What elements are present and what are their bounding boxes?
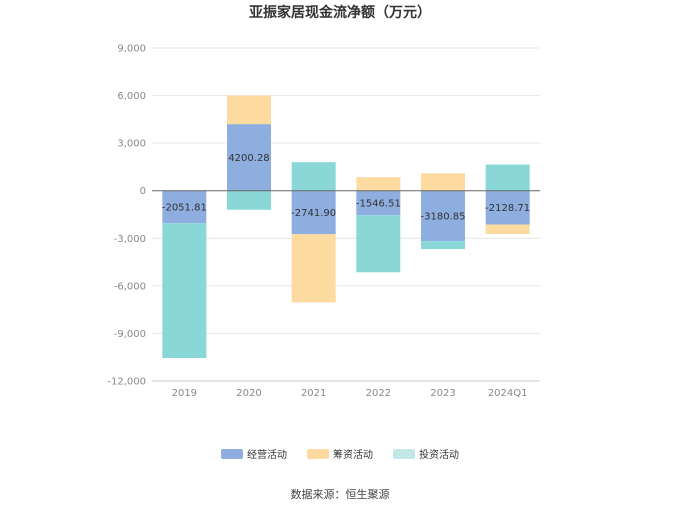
bar-segment-2	[356, 215, 401, 273]
legend-label-financing: 筹资活动	[333, 450, 373, 461]
y-tick-label: -12,000	[107, 377, 146, 388]
x-tick-label: 2019	[172, 388, 197, 399]
bar-layer	[162, 95, 530, 359]
y-tick-label: -9,000	[114, 329, 146, 340]
legend-swatch-financing	[307, 448, 329, 459]
bar-segment-0	[421, 190, 465, 242]
bar-segment-1	[356, 177, 401, 191]
bar-segment-2	[227, 190, 271, 210]
bar-segment-0	[485, 190, 530, 225]
bar-segment-1	[485, 224, 530, 234]
legend-label-operating: 经营活动	[247, 450, 287, 461]
source-note: 数据来源：恒生聚源	[290, 488, 390, 501]
x-tick-label: 2024Q1	[488, 388, 528, 399]
x-tick-label: 2021	[301, 388, 326, 399]
chart-plot: 9,000 6,000 3,000 0 -3,000 -6,000 -9,000 -12,00…	[107, 44, 540, 399]
grid-layer	[152, 47, 540, 382]
y-tick-label: 9,000	[117, 44, 146, 55]
bar-segment-1	[291, 234, 336, 303]
legend-item-operating[interactable]: 经营活动	[221, 446, 287, 461]
legend-label-investing: 投资活动	[419, 450, 459, 461]
bar-segment-1	[421, 173, 465, 191]
legend-swatch-investing	[393, 448, 415, 459]
legend: 经营活动 筹资活动 投资活动	[0, 446, 680, 461]
y-tick-label: 0	[140, 186, 146, 197]
data-label: 4200.28	[228, 153, 269, 164]
y-tick-label: 3,000	[117, 139, 146, 150]
bar-segment-2	[162, 223, 207, 359]
x-tick-label: 2022	[366, 388, 391, 399]
legend-item-financing[interactable]: 筹资活动	[307, 446, 373, 461]
y-tick-label: 6,000	[117, 91, 146, 102]
legend-item-investing[interactable]: 投资活动	[393, 446, 459, 461]
bar-segment-2	[485, 164, 530, 191]
x-tick-label: 2023	[430, 388, 455, 399]
data-label: -2128.71	[485, 203, 530, 214]
chart-title: 亚振家居现金流净额（万元）	[249, 5, 431, 21]
bar-segment-0	[291, 190, 336, 235]
legend-swatch-operating	[221, 448, 243, 459]
data-label: -2051.81	[162, 202, 207, 213]
bar-segment-2	[421, 241, 465, 250]
bar-segment-0	[227, 124, 271, 191]
y-tick-label: -3,000	[114, 234, 146, 245]
data-label: -3180.85	[421, 211, 466, 222]
data-label: -2741.90	[291, 208, 336, 219]
axis-layer: 9,000 6,000 3,000 0 -3,000 -6,000 -9,000 -12,00…	[107, 44, 540, 399]
bar-segment-2	[291, 162, 336, 191]
x-tick-label: 2020	[236, 388, 261, 399]
data-label-layer: -2051.81 4200.28 -2741.90 -1546.51 -3180.85 -…	[162, 153, 530, 223]
y-tick-label: -6,000	[114, 281, 146, 292]
bar-segment-0	[162, 190, 207, 224]
data-label: -1546.51	[356, 198, 401, 209]
bar-segment-1	[227, 95, 271, 125]
bar-segment-0	[356, 190, 401, 216]
